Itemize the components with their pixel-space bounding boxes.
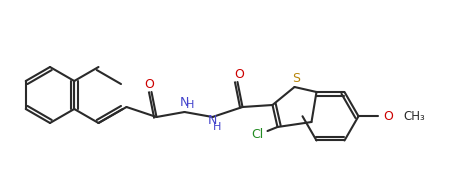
Text: O: O	[145, 78, 155, 90]
Text: Cl: Cl	[251, 128, 264, 142]
Text: N: N	[180, 95, 189, 108]
Text: CH₃: CH₃	[403, 110, 425, 123]
Text: S: S	[292, 73, 300, 85]
Text: N: N	[208, 114, 217, 127]
Text: H: H	[213, 122, 222, 132]
Text: O: O	[383, 110, 393, 123]
Text: H: H	[186, 100, 195, 110]
Text: O: O	[234, 68, 244, 80]
